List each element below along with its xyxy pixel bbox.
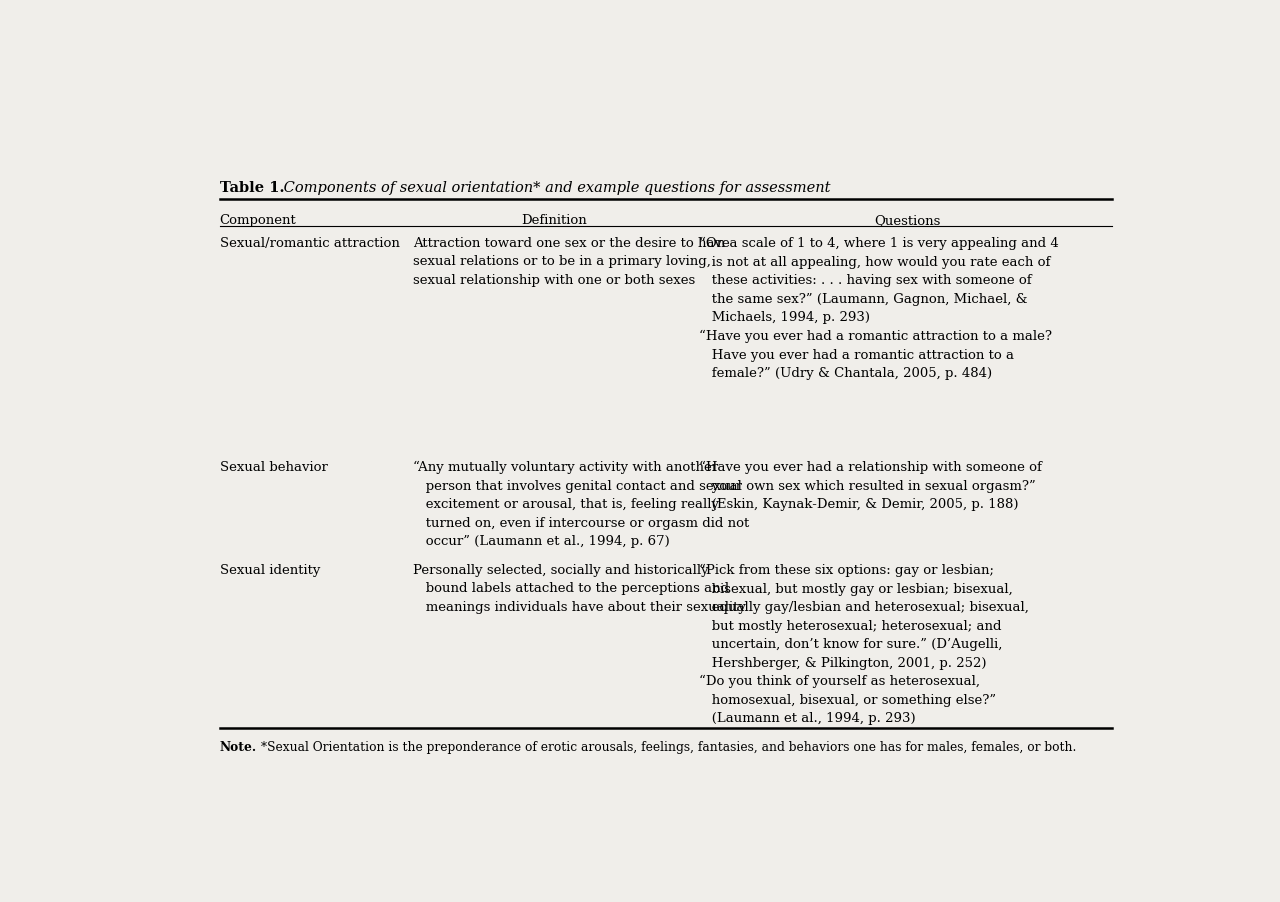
Text: Personally selected, socially and historically
   bound labels attached to the p: Personally selected, socially and histor… <box>413 563 746 613</box>
Text: “Have you ever had a relationship with someone of
   your own sex which resulted: “Have you ever had a relationship with s… <box>699 460 1042 511</box>
Text: “On a scale of 1 to 4, where 1 is very appealing and 4
   is not at all appealin: “On a scale of 1 to 4, where 1 is very a… <box>699 236 1059 380</box>
Text: Attraction toward one sex or the desire to have
sexual relations or to be in a p: Attraction toward one sex or the desire … <box>413 236 730 287</box>
Text: “Pick from these six options: gay or lesbian;
   bisexual, but mostly gay or les: “Pick from these six options: gay or les… <box>699 563 1029 724</box>
Text: “Any mutually voluntary activity with another
   person that involves genital co: “Any mutually voluntary activity with an… <box>413 460 750 548</box>
Text: Definition: Definition <box>521 214 588 226</box>
Text: Sexual/romantic attraction: Sexual/romantic attraction <box>220 236 399 250</box>
Text: Note.: Note. <box>220 741 257 753</box>
Text: Sexual identity: Sexual identity <box>220 563 320 576</box>
Text: Component: Component <box>220 214 296 226</box>
Text: Table 1.: Table 1. <box>220 181 284 195</box>
Text: *Sexual Orientation is the preponderance of erotic arousals, feelings, fantasies: *Sexual Orientation is the preponderance… <box>257 741 1076 753</box>
Text: Components of sexual orientation* and example questions for assessment: Components of sexual orientation* and ex… <box>279 181 831 195</box>
Text: Questions: Questions <box>874 214 941 226</box>
Text: Sexual behavior: Sexual behavior <box>220 460 328 474</box>
